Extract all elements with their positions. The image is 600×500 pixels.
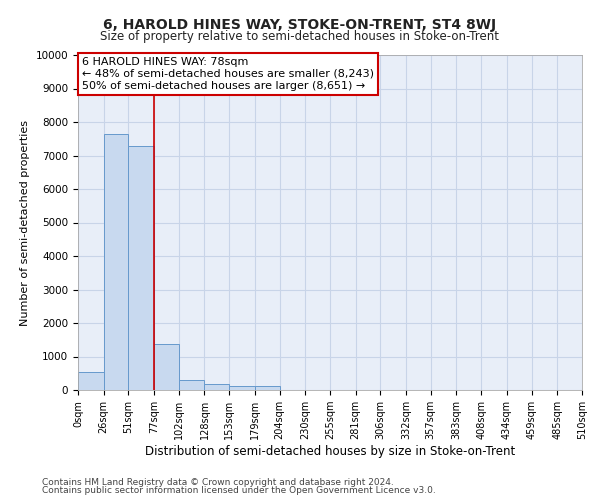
Text: Contains public sector information licensed under the Open Government Licence v3: Contains public sector information licen… [42, 486, 436, 495]
Bar [255, 386, 280, 390]
Bar [179, 380, 205, 390]
Bar [229, 386, 255, 390]
Bar [205, 384, 229, 390]
Text: 6, HAROLD HINES WAY, STOKE-ON-TRENT, ST4 8WJ: 6, HAROLD HINES WAY, STOKE-ON-TRENT, ST4… [103, 18, 497, 32]
Bar [154, 344, 179, 390]
Y-axis label: Number of semi-detached properties: Number of semi-detached properties [20, 120, 30, 326]
Bar [104, 134, 128, 390]
Bar [128, 146, 154, 390]
Text: Size of property relative to semi-detached houses in Stoke-on-Trent: Size of property relative to semi-detach… [101, 30, 499, 43]
Text: Contains HM Land Registry data © Crown copyright and database right 2024.: Contains HM Land Registry data © Crown c… [42, 478, 394, 487]
Bar [78, 372, 104, 390]
X-axis label: Distribution of semi-detached houses by size in Stoke-on-Trent: Distribution of semi-detached houses by … [145, 445, 515, 458]
Text: 6 HAROLD HINES WAY: 78sqm
← 48% of semi-detached houses are smaller (8,243)
50% : 6 HAROLD HINES WAY: 78sqm ← 48% of semi-… [82, 58, 374, 90]
